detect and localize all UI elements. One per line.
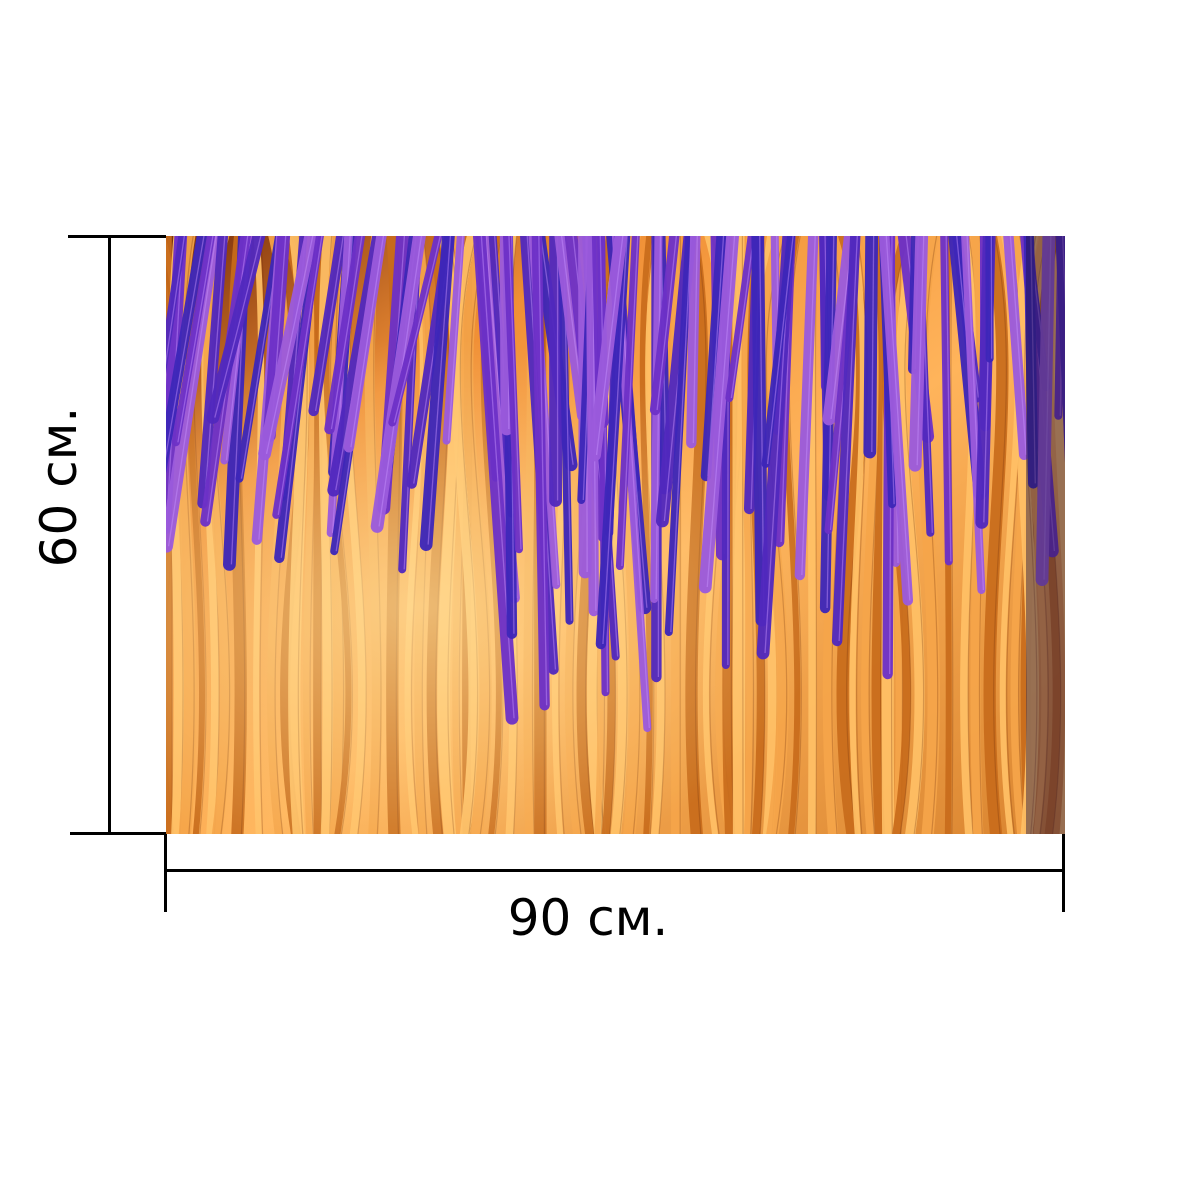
purple-foam-strand [166, 236, 187, 375]
width-dimension-right-tick [1062, 834, 1065, 912]
product-photo [166, 236, 1065, 834]
purple-strand-highlight [166, 236, 205, 459]
purple-strand-highlight [166, 236, 186, 366]
purple-strand-highlight [885, 236, 911, 601]
purple-strand-highlight [314, 236, 344, 412]
purple-foam-strand [879, 236, 914, 606]
purple-strand-highlight [916, 236, 925, 466]
purple-foam-strand [686, 236, 701, 449]
purple-foam-strand [272, 236, 324, 519]
purple-foam-strand [258, 236, 318, 461]
purple-foam-strand [725, 236, 756, 402]
purple-foam-strand [794, 236, 819, 581]
purple-strand-highlight [480, 236, 515, 719]
purple-strand-highlight [330, 236, 363, 430]
purple-foam-strand [595, 236, 631, 650]
purple-strand-highlight [393, 236, 441, 423]
purple-strand-highlight [656, 236, 677, 411]
purple-foam-strand [761, 236, 796, 468]
purple-foam-strand [442, 236, 465, 445]
width-dimension-left-tick [164, 834, 167, 912]
purple-foam-strand [166, 236, 208, 474]
purple-foam-strand [831, 236, 861, 647]
purple-strand-highlight [655, 236, 662, 600]
purple-strand-highlight [177, 236, 214, 443]
purple-strand-highlight [427, 236, 452, 545]
purple-strand-highlight [871, 236, 875, 453]
purple-foam-strand [171, 236, 215, 447]
purple-foam-strand [531, 236, 550, 711]
width-dimension-line [166, 869, 1065, 872]
purple-foam-strand [473, 236, 519, 725]
purple-foam-strand [343, 236, 387, 453]
purple-foam-strand [588, 236, 628, 462]
purple-foam-strand [650, 236, 663, 603]
purple-foam-strand [502, 236, 523, 554]
purple-foam-strand [961, 236, 986, 594]
purple-foam-strand [1055, 236, 1065, 462]
purple-foam-strand [664, 236, 694, 636]
purple-strand-highlight [538, 236, 548, 706]
purple-foam-strand [206, 236, 266, 424]
purple-strand-highlight [1043, 236, 1052, 580]
height-dimension-bottom-tick [70, 832, 166, 835]
foam-strands-image [166, 236, 1065, 834]
purple-strand-highlight [826, 236, 835, 609]
purple-strand-highlight [766, 236, 794, 465]
purple-strand-highlight [801, 236, 816, 576]
width-label: 90 см. [507, 889, 669, 947]
purple-strand-highlight [621, 236, 639, 567]
purple-strand-highlight [1061, 236, 1065, 308]
purple-strand-highlight [966, 236, 985, 591]
purple-foam-strand [908, 236, 929, 472]
purple-foam-strand [819, 236, 837, 614]
purple-strand-highlight [1009, 236, 1027, 455]
purple-strand-highlight [214, 236, 262, 418]
right-edge-shadow [1026, 236, 1065, 834]
purple-foam-strand [1003, 236, 1030, 460]
purple-strand-highlight [602, 236, 628, 645]
purple-strand-highlight [167, 236, 217, 547]
purple-strand-highlight [838, 236, 858, 642]
purple-foam-strand [1023, 236, 1039, 489]
purple-foam-strand [822, 236, 857, 426]
height-label: 60 см. [30, 406, 88, 568]
purple-strand-highlight [692, 236, 698, 444]
purple-strand-highlight [670, 236, 692, 633]
purple-foam-strand [940, 236, 953, 566]
purple-strand-highlight [1030, 236, 1036, 484]
purple-strand-highlight [277, 236, 323, 515]
purple-foam-strand [615, 236, 640, 570]
purple-strand-highlight [203, 236, 226, 504]
purple-foam-strand [649, 236, 680, 416]
purple-foam-strand [388, 236, 443, 427]
purple-strand-highlight [945, 236, 952, 562]
purple-foam-strand [419, 236, 455, 551]
purple-foam-strand [308, 236, 347, 417]
purple-foam-strand [324, 236, 366, 435]
purple-foam-strand [700, 236, 727, 482]
purple-foam-strand [751, 236, 769, 627]
purple-foam-strand [698, 236, 739, 594]
purple-strand-highlight [447, 236, 464, 441]
purple-strand-highlight [265, 236, 314, 454]
purple-strand-highlight [350, 236, 385, 448]
purple-foam-strand [1035, 236, 1056, 586]
purple-foam-strand [197, 236, 229, 509]
purple-strand-highlight [508, 236, 522, 550]
height-dimension-line [108, 236, 111, 834]
height-dimension-top-tick [68, 235, 166, 238]
purple-foam-strand [863, 236, 879, 459]
purple-strand-highlight [595, 236, 624, 456]
purple-strand-highlight [706, 236, 736, 588]
